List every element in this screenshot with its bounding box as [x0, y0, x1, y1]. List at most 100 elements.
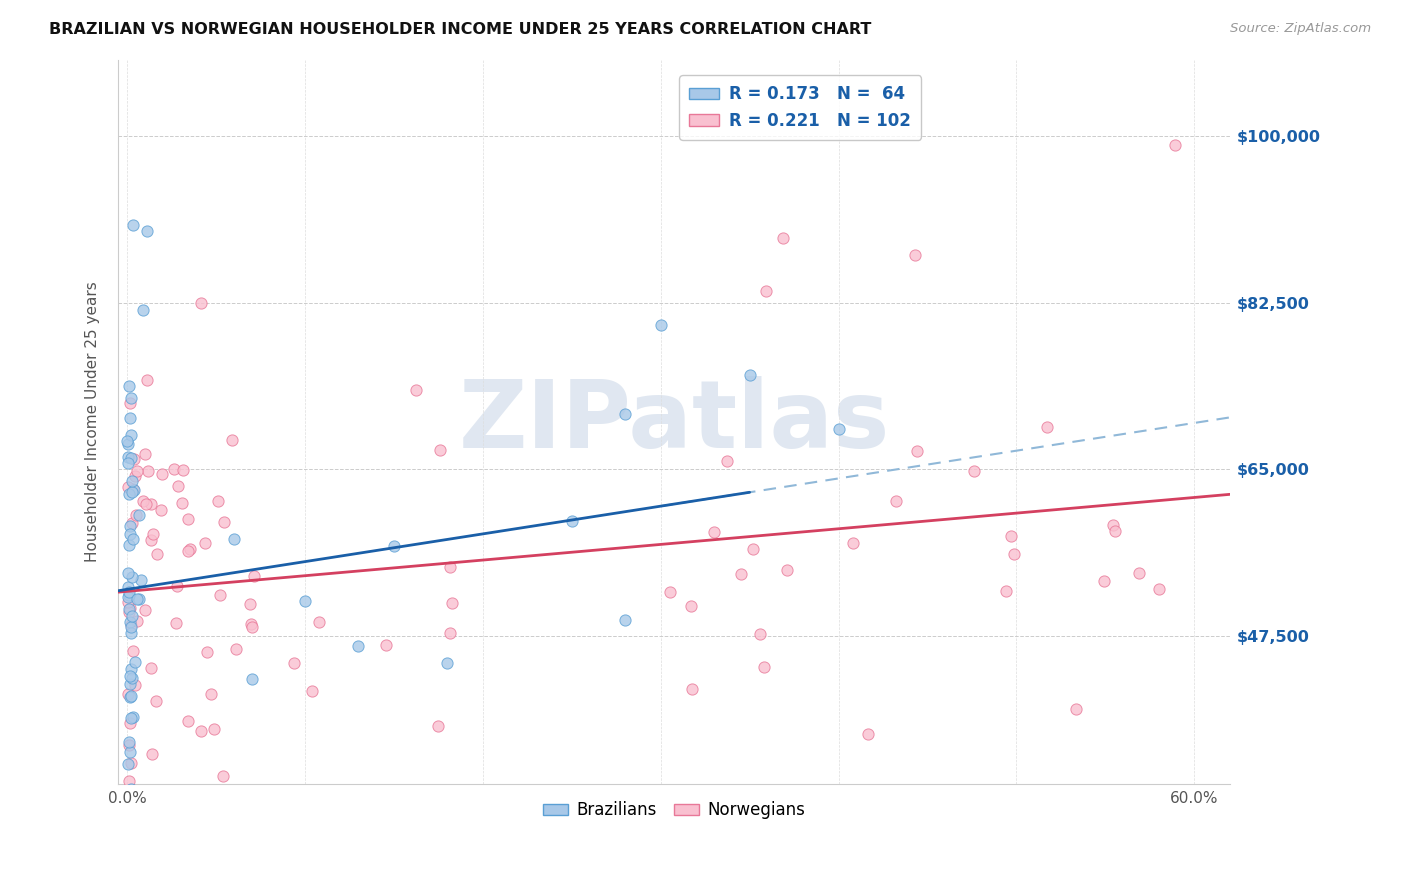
- Point: [308, 615, 330, 630]
- Point: [1102, 517, 1125, 532]
- Point: [240, 616, 263, 631]
- Point: [118, 588, 141, 602]
- Point: [145, 548, 167, 562]
- Point: [121, 821, 143, 835]
- Point: [131, 494, 153, 508]
- Point: [614, 407, 637, 421]
- Point: [122, 483, 145, 497]
- Point: [141, 747, 163, 761]
- Legend: Brazilians, Norwegians: Brazilians, Norwegians: [537, 795, 811, 826]
- Point: [117, 480, 139, 494]
- Point: [202, 722, 225, 736]
- Point: [207, 494, 229, 508]
- Point: [1147, 582, 1170, 597]
- Point: [121, 484, 143, 499]
- Point: [614, 613, 637, 627]
- Point: [117, 450, 139, 464]
- Point: [190, 295, 212, 310]
- Point: [886, 494, 908, 508]
- Point: [122, 710, 145, 724]
- Point: [120, 745, 142, 759]
- Point: [730, 567, 752, 582]
- Point: [131, 574, 153, 588]
- Point: [122, 451, 145, 466]
- Point: [301, 684, 323, 698]
- Point: [208, 588, 231, 602]
- Point: [117, 437, 139, 451]
- Point: [165, 615, 187, 630]
- Point: [141, 661, 163, 675]
- Y-axis label: Householder Income Under 25 years: Householder Income Under 25 years: [86, 281, 100, 562]
- Point: [121, 474, 143, 488]
- Point: [117, 590, 139, 604]
- Point: [150, 503, 173, 517]
- Point: [429, 442, 451, 457]
- Point: [716, 454, 738, 468]
- Point: [120, 620, 142, 634]
- Point: [120, 427, 142, 442]
- Point: [742, 542, 765, 557]
- Point: [195, 645, 218, 659]
- Point: [221, 433, 243, 447]
- Point: [120, 711, 142, 725]
- Point: [125, 508, 148, 523]
- Point: [374, 638, 396, 652]
- Point: [145, 694, 167, 708]
- Point: [1164, 138, 1187, 153]
- Point: [1128, 566, 1150, 581]
- Point: [124, 678, 146, 692]
- Point: [117, 566, 139, 581]
- Point: [121, 516, 143, 530]
- Point: [1002, 547, 1025, 561]
- Point: [118, 538, 141, 552]
- Point: [150, 467, 173, 482]
- Point: [135, 373, 157, 387]
- Point: [121, 671, 143, 685]
- Point: [128, 508, 150, 522]
- Point: [166, 579, 188, 593]
- Point: [994, 584, 1017, 599]
- Point: [200, 687, 222, 701]
- Point: [176, 714, 198, 728]
- Point: [294, 594, 316, 608]
- Point: [118, 669, 141, 683]
- Point: [118, 519, 141, 533]
- Point: [132, 303, 155, 318]
- Point: [239, 597, 262, 611]
- Point: [347, 639, 370, 653]
- Point: [772, 231, 794, 245]
- Point: [190, 724, 212, 739]
- Point: [1000, 528, 1022, 542]
- Point: [118, 487, 141, 501]
- Point: [212, 769, 235, 783]
- Point: [121, 570, 143, 584]
- Point: [1104, 524, 1126, 538]
- Point: [118, 605, 141, 619]
- Point: [139, 497, 162, 511]
- Point: [856, 726, 879, 740]
- Point: [118, 677, 141, 691]
- Point: [1092, 574, 1115, 588]
- Point: [754, 660, 776, 674]
- Point: [841, 536, 863, 550]
- Point: [561, 514, 583, 528]
- Point: [679, 599, 702, 613]
- Point: [776, 563, 799, 577]
- Point: [118, 774, 141, 789]
- Point: [118, 379, 141, 393]
- Point: [405, 383, 427, 397]
- Point: [118, 739, 141, 753]
- Point: [382, 539, 405, 553]
- Point: [748, 627, 770, 641]
- Point: [134, 602, 156, 616]
- Point: [179, 541, 201, 556]
- Point: [120, 781, 142, 796]
- Point: [905, 444, 928, 458]
- Point: [117, 688, 139, 702]
- Point: [124, 469, 146, 483]
- Point: [659, 585, 682, 599]
- Point: [117, 595, 139, 609]
- Point: [120, 662, 142, 676]
- Point: [703, 525, 725, 540]
- Point: [120, 411, 142, 425]
